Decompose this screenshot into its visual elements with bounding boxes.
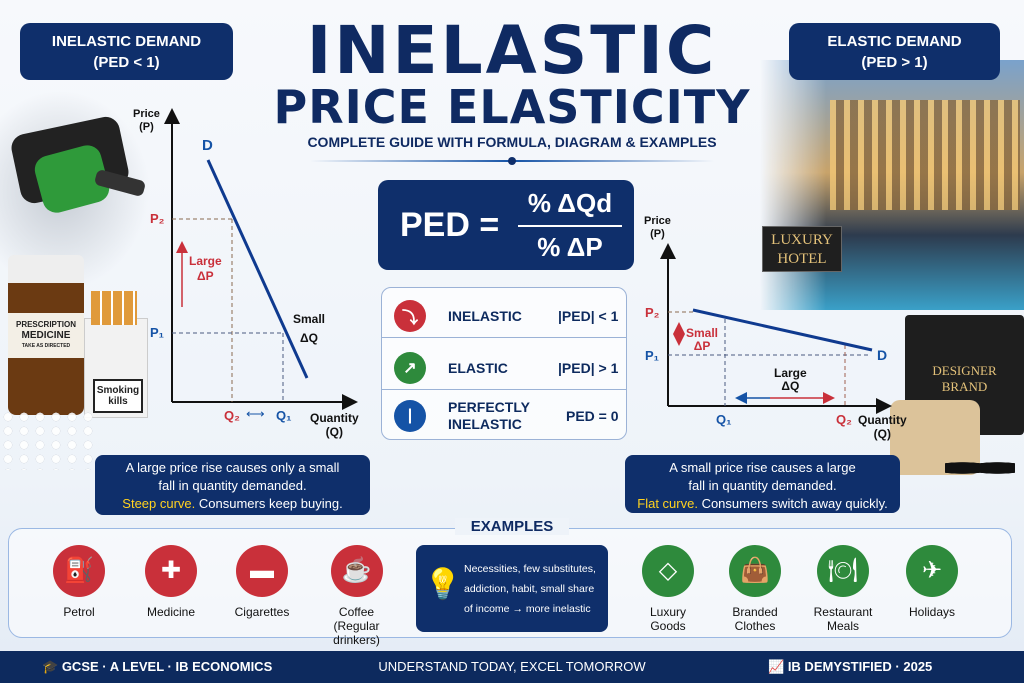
divider-dot <box>508 157 516 165</box>
vertical-line-icon: | <box>394 400 426 432</box>
left-y-axis-label: Price (P) <box>133 108 160 133</box>
right-demand-curve <box>692 308 873 352</box>
determinants-note: 💡 Necessities, few substitutes, addictio… <box>416 545 608 632</box>
right-p1-label: P₁ <box>645 348 660 363</box>
left-curve-label: D <box>202 137 213 154</box>
diamond-icon: ◇ <box>642 545 694 597</box>
page-title-line2: PRICE ELASTICITY <box>273 80 751 134</box>
airplane-icon: ✈ <box>906 545 958 597</box>
left-q2-label: Q₂ <box>224 408 240 423</box>
right-x-axis-label: Quantity (Q) <box>858 413 907 441</box>
elastic-demand-badge: ELASTIC DEMAND (PED > 1) <box>789 23 1000 80</box>
examples-heading: EXAMPLES <box>455 518 569 535</box>
left-dp-label: Large ΔP <box>189 254 222 283</box>
ped-formula: PED = % ΔQd % ΔP <box>378 180 634 270</box>
type-row-elastic: ↗ ELASTIC |PED| > 1 <box>382 346 626 390</box>
example-coffee: ☕ Coffee (Regular drinkers) <box>309 545 404 647</box>
formula-numerator: % ΔQd <box>527 188 613 218</box>
right-q1-label: Q₁ <box>716 412 732 427</box>
luxury-hotel-image <box>760 60 1024 310</box>
page-title: INELASTIC <box>306 12 718 89</box>
footer-right: 📈 IB DEMYSTIFIED · 2025 <box>768 659 933 674</box>
shopping-bag-icon: 👜 <box>729 545 781 597</box>
right-p2-label: P₂ <box>645 305 660 320</box>
left-p2-label: P₂ <box>150 211 165 226</box>
arrow-up-right-icon: ↗ <box>394 351 426 384</box>
footer: 🎓 GCSE · A LEVEL · IB ECONOMICS UNDERSTA… <box>0 651 1024 683</box>
left-x-axis-label: Quantity (Q) <box>310 411 359 439</box>
medicine-label: PRESCRIPTION <box>15 320 76 329</box>
example-petrol: ⛽ Petrol <box>34 545 124 619</box>
fuel-pump-icon: ⛽ <box>53 545 105 597</box>
formula-denominator: % ΔP <box>537 232 603 262</box>
example-medicine: ✚ Medicine <box>126 545 216 619</box>
right-dq-label: Large ΔQ <box>774 366 807 393</box>
example-cigarettes: ▬ Cigarettes <box>217 545 307 619</box>
left-q1-label: Q₁ <box>276 408 292 423</box>
medicine-bottle-icon: ✚ <box>145 545 197 597</box>
left-dq-label: Small ΔQ <box>293 312 326 345</box>
elasticity-types-table: ⤵ INELASTIC |PED| < 1 ↗ ELASTIC |PED| > … <box>381 287 627 440</box>
inelastic-caption: A large price rise causes only a small f… <box>95 455 370 515</box>
coffee-cup-icon: ☕ <box>330 545 383 597</box>
left-dq-arrow: ⟷ <box>246 406 265 421</box>
sunglasses-image <box>945 458 1015 478</box>
elastic-caption: A small price rise causes a large fall i… <box>625 455 900 513</box>
right-curve-label: D <box>877 347 888 363</box>
right-q2-label: Q₂ <box>836 412 852 427</box>
footer-left: 🎓 GCSE · A LEVEL · IB ECONOMICS <box>42 659 273 674</box>
bar-chart-icon: 📈 <box>768 659 785 674</box>
cigarette-pack-image: Smoking kills <box>84 291 148 418</box>
elastic-demand-diagram <box>660 243 892 414</box>
example-luxury-goods: ◇ Luxury Goods <box>623 545 713 633</box>
pills-image <box>0 410 95 470</box>
plate-cutlery-icon: 🍽 <box>817 545 869 597</box>
inelastic-demand-diagram <box>164 108 358 410</box>
example-restaurant-meals: 🍽 Restaurant Meals <box>798 545 888 633</box>
medicine-bottle-image: PRESCRIPTION MEDICINE TAKE AS DIRECTED <box>8 255 84 415</box>
cigarette-icon: ▬ <box>236 545 288 597</box>
example-branded-clothes: 👜 Branded Clothes <box>710 545 800 633</box>
lightbulb-icon: 💡 <box>424 568 462 601</box>
left-demand-curve <box>206 159 309 379</box>
type-row-perfectly-inelastic: | PERFECTLY INELASTIC PED = 0 <box>382 394 626 438</box>
left-p1-label: P₁ <box>150 325 165 340</box>
inelastic-demand-badge: INELASTIC DEMAND (PED < 1) <box>20 23 233 80</box>
luxury-hotel-sign: LUXURY HOTEL <box>762 226 842 272</box>
example-holidays: ✈ Holidays <box>887 545 977 619</box>
subtitle: COMPLETE GUIDE WITH FORMULA, DIAGRAM & E… <box>307 134 717 150</box>
curve-down-icon: ⤵ <box>394 299 426 332</box>
right-dp-label: Small ΔP <box>686 326 719 353</box>
right-y-axis-label: Price (P) <box>644 215 671 240</box>
graduation-cap-icon: 🎓 <box>42 659 59 674</box>
type-row-inelastic: ⤵ INELASTIC |PED| < 1 <box>382 294 626 338</box>
